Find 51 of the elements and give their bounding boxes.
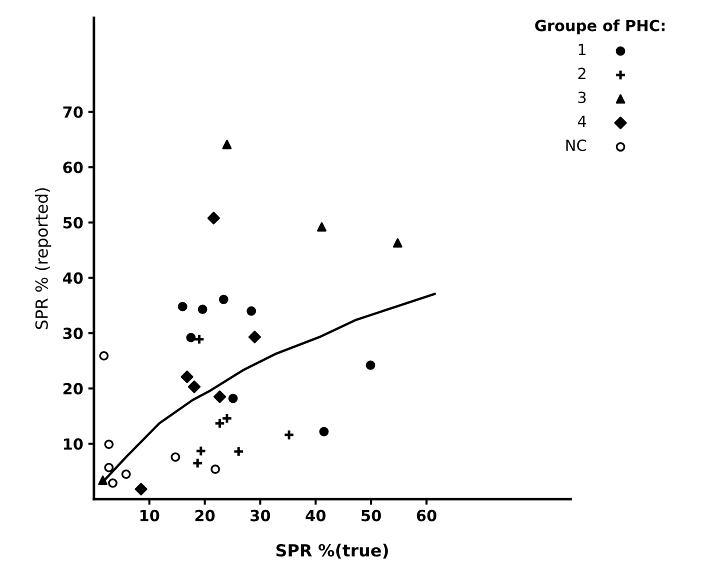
point: [218, 294, 228, 304]
point: [210, 464, 220, 474]
x-tick-label: 30: [250, 510, 270, 522]
point: [207, 212, 220, 224]
point: [134, 482, 148, 496]
point: [194, 334, 205, 345]
y-tick-label: 20: [63, 382, 83, 394]
point: [319, 426, 329, 436]
x-tick-label: 50: [362, 510, 381, 522]
y-tick-label: 30: [63, 328, 83, 340]
legend-label: 2: [578, 68, 586, 80]
point: [283, 429, 295, 441]
x-tick-label: 40: [306, 510, 326, 522]
y-tick-label: 40: [62, 272, 83, 284]
point: [104, 440, 114, 450]
point: [188, 380, 201, 394]
point: [232, 446, 244, 458]
y-tick-label: 60: [63, 162, 83, 174]
point: [198, 304, 208, 314]
point: [366, 360, 376, 370]
point: [392, 238, 402, 248]
point: [98, 476, 108, 485]
point: [108, 478, 118, 488]
point: [178, 302, 188, 312]
y-tick-label: 10: [64, 438, 83, 450]
x-tick-label: 10: [140, 510, 160, 522]
point: [104, 462, 114, 472]
legend-label: 4: [578, 116, 586, 127]
point: [213, 390, 226, 404]
x-axis-title: SPR %(true): [276, 544, 388, 559]
point: [99, 351, 109, 361]
point: [192, 458, 204, 469]
x-tick-label: 60: [416, 510, 436, 522]
point: [186, 332, 196, 342]
point: [222, 140, 232, 150]
point: [170, 452, 180, 462]
legend-label: 1: [578, 44, 586, 56]
legend-title: Groupe of PHC:: [535, 20, 665, 34]
point: [317, 222, 326, 232]
legend-label: 3: [578, 92, 586, 104]
y-tick-label: 70: [63, 106, 83, 118]
point: [121, 470, 131, 479]
y-axis-title: SPR % (reported): [35, 188, 52, 330]
point: [248, 330, 261, 344]
point: [180, 370, 194, 384]
y-tick-label: 50: [63, 216, 83, 229]
legend-label: NC: [566, 140, 586, 152]
point: [195, 445, 207, 457]
x-tick-label: 20: [195, 510, 215, 522]
point: [246, 306, 256, 316]
point: [228, 394, 238, 404]
